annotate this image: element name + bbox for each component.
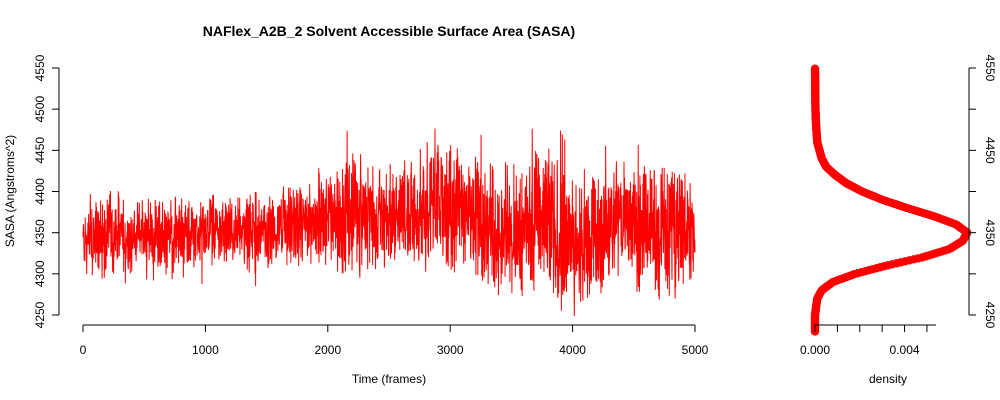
x-tick-label: 0	[80, 343, 87, 357]
x-tick-label: 1000	[192, 343, 219, 357]
sasa-series-line	[82, 128, 696, 317]
density-panel: 0.000 0.004 4250 4350 4450 4550	[800, 55, 997, 357]
y-tick-label: 4450	[33, 137, 47, 164]
density-x-tick-label: 0.004	[890, 343, 920, 357]
y-tick-label: 4250	[33, 301, 47, 328]
density-y-tick-label: 4350	[983, 219, 997, 246]
x-tick-label: 5000	[682, 343, 709, 357]
x-axis-label: Time (frames)	[352, 372, 426, 386]
y-tick-label: 4350	[33, 219, 47, 246]
density-x-axis-label: density	[869, 372, 907, 386]
main-time-series-panel: 0 1000 2000 3000 4000 5000 4250 4300 4350 4400 445…	[33, 54, 709, 357]
density-y-tick-label: 4450	[983, 137, 997, 164]
x-tick-label: 2000	[314, 343, 341, 357]
y-tick-label: 4400	[33, 178, 47, 205]
x-tick-label: 4000	[559, 343, 586, 357]
density-y-tick-label: 4250	[983, 302, 997, 329]
y-tick-label: 4300	[33, 260, 47, 287]
y-tick-label: 4550	[33, 54, 47, 81]
y-axis-label: SASA (Angstroms^2)	[3, 135, 17, 247]
density-x-tick-label: 0.000	[800, 343, 830, 357]
chart-title: NAFlex_A2B_2 Solvent Accessible Surface …	[203, 23, 575, 39]
density-point	[810, 64, 820, 73]
density-y-tick-label: 4550	[983, 55, 997, 82]
x-tick-label: 3000	[437, 343, 464, 357]
y-tick-label: 4500	[33, 96, 47, 123]
